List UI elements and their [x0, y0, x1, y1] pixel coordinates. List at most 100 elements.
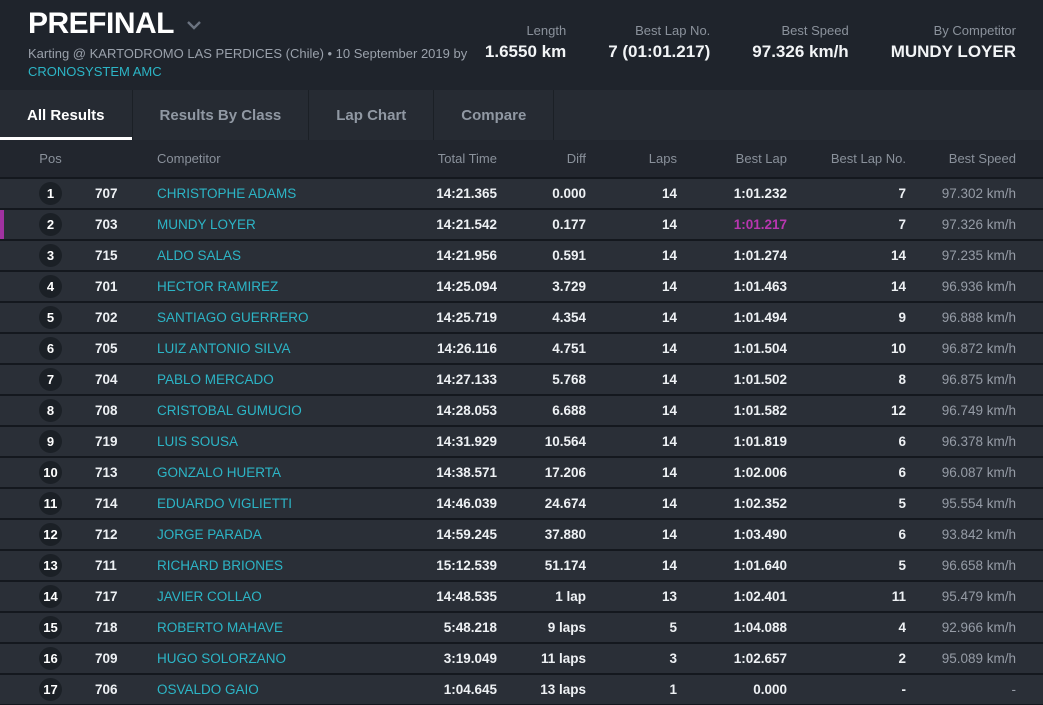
position-badge: 11 — [39, 492, 62, 515]
competitor-link[interactable]: OSVALDO GAIO — [157, 682, 259, 697]
tab-compare[interactable]: Compare — [434, 90, 555, 140]
best-lap-no-value: 12 — [890, 403, 906, 418]
position-badge: 17 — [39, 678, 62, 701]
diff-value: 0.000 — [552, 186, 586, 201]
pos-cell: 4 — [0, 275, 75, 298]
best-lap-value: 1:03.490 — [733, 527, 787, 542]
best-speed-value: 96.087 km/h — [941, 465, 1016, 480]
competitor-link[interactable]: RICHARD BRIONES — [157, 558, 284, 573]
table-row[interactable]: 4 701 HECTOR RAMIREZ 14:25.094 3.729 14 1:01.4… — [0, 272, 1043, 301]
diff-value: 10.564 — [544, 434, 586, 449]
tab-lap-chart[interactable]: Lap Chart — [309, 90, 435, 140]
competitor-link[interactable]: PABLO MERCADO — [157, 372, 274, 387]
competitor-link[interactable]: MUNDY LOYER — [157, 217, 256, 232]
table-row[interactable]: 7 704 PABLO MERCADO 14:27.133 5.768 14 1:01.50… — [0, 365, 1043, 394]
kart-number: 711 — [95, 558, 117, 573]
best-lap-no-value: 8 — [898, 372, 906, 387]
diff-value: 13 laps — [540, 682, 586, 697]
best-lap-value: 1:01.494 — [733, 310, 787, 325]
position-badge: 15 — [39, 616, 62, 639]
table-row[interactable]: 15 718 ROBERTO MAHAVE 5:48.218 9 laps 5 1:04.0… — [0, 613, 1043, 642]
competitor-link[interactable]: GONZALO HUERTA — [157, 465, 282, 480]
best-lap-value: 1:02.006 — [733, 465, 787, 480]
table-row[interactable]: 11 714 EDUARDO VIGLIETTI 14:46.039 24.674 14 1… — [0, 489, 1043, 518]
competitor-link[interactable]: JAVIER COLLAO — [157, 589, 262, 604]
organizer-link[interactable]: CRONOSYSTEM AMC — [28, 64, 162, 79]
kart-number: 709 — [95, 651, 118, 666]
table-row[interactable]: 12 712 JORGE PARADA 14:59.245 37.880 14 1:03.4… — [0, 520, 1043, 549]
competitor-link[interactable]: ALDO SALAS — [157, 248, 242, 263]
total-time: 14:21.365 — [436, 186, 497, 201]
competitor-link[interactable]: JORGE PARADA — [157, 527, 262, 542]
best-speed-value: 95.089 km/h — [941, 651, 1016, 666]
laps-value: 14 — [661, 279, 677, 294]
best-speed-value: 97.235 km/h — [941, 248, 1016, 263]
pos-cell: 2 — [0, 213, 75, 236]
competitor-link[interactable]: HECTOR RAMIREZ — [157, 279, 279, 294]
best-lap-no-value: 14 — [890, 248, 906, 263]
page-header: PREFINAL Karting @ KARTODROMO LAS PERDIC… — [0, 0, 1043, 90]
competitor-link[interactable]: HUGO SOLORZANO — [157, 651, 287, 666]
tab-results-by-class[interactable]: Results By Class — [133, 90, 310, 140]
best-lap-no-value: - — [901, 682, 907, 697]
diff-value: 11 laps — [540, 651, 586, 666]
best-lap-no-value: 2 — [898, 651, 906, 666]
table-row[interactable]: 17 706 OSVALDO GAIO 1:04.645 13 laps 1 0.000 - - — [0, 675, 1043, 704]
kart-number: 706 — [95, 682, 118, 697]
best-lap-no-value: 5 — [898, 558, 906, 573]
tab-all-results[interactable]: All Results — [0, 90, 133, 140]
column-laps: Laps — [648, 151, 677, 166]
total-time: 14:48.535 — [436, 589, 497, 604]
position-badge: 9 — [39, 430, 62, 453]
pos-cell: 16 — [0, 647, 75, 670]
laps-value: 14 — [661, 558, 677, 573]
column-best-lap: Best Lap — [735, 151, 787, 166]
pos-cell: 9 — [0, 430, 75, 453]
table-row[interactable]: 9 719 LUIS SOUSA 14:31.929 10.564 14 1:01.819 6… — [0, 427, 1043, 456]
best-lap-no-value: 6 — [898, 465, 906, 480]
competitor-link[interactable]: CRISTOBAL GUMUCIO — [157, 403, 302, 418]
position-badge: 5 — [39, 306, 62, 329]
diff-value: 9 laps — [547, 620, 586, 635]
diff-value: 6.688 — [552, 403, 586, 418]
table-row[interactable]: 1 707 CHRISTOPHE ADAMS 14:21.365 0.000 14 1:01… — [0, 179, 1043, 208]
competitor-link[interactable]: EDUARDO VIGLIETTI — [157, 496, 293, 511]
best-lap-no-value: 6 — [898, 434, 906, 449]
competitor-link[interactable]: LUIZ ANTONIO SILVA — [157, 341, 291, 356]
table-row[interactable]: 10 713 GONZALO HUERTA 14:38.571 17.206 14 1:02… — [0, 458, 1043, 487]
best-lap-value: 1:02.401 — [733, 589, 787, 604]
competitor-link[interactable]: ROBERTO MAHAVE — [157, 620, 284, 635]
best-lap-value: 1:01.502 — [733, 372, 787, 387]
table-row[interactable]: 8 708 CRISTOBAL GUMUCIO 14:28.053 6.688 14 1:0… — [0, 396, 1043, 425]
competitor-link[interactable]: SANTIAGO GUERRERO — [157, 310, 309, 325]
best-speed-value: 95.479 km/h — [941, 589, 1016, 604]
best-lap-value: 1:01.819 — [733, 434, 787, 449]
chevron-down-icon[interactable] — [186, 17, 202, 35]
laps-value: 1 — [669, 682, 677, 697]
kart-number: 712 — [95, 527, 118, 542]
diff-value: 1 lap — [555, 589, 586, 604]
pos-cell: 3 — [0, 244, 75, 267]
position-badge: 6 — [39, 337, 62, 360]
position-badge: 4 — [39, 275, 62, 298]
competitor-link[interactable]: LUIS SOUSA — [157, 434, 239, 449]
table-row[interactable]: 5 702 SANTIAGO GUERRERO 14:25.719 4.354 14 1:0… — [0, 303, 1043, 332]
best-speed-value: 96.658 km/h — [941, 558, 1016, 573]
table-row[interactable]: 14 717 JAVIER COLLAO 14:48.535 1 lap 13 1:02.4… — [0, 582, 1043, 611]
table-row[interactable]: 16 709 HUGO SOLORZANO 3:19.049 11 laps 3 1:02.… — [0, 644, 1043, 673]
total-time: 1:04.645 — [443, 682, 497, 697]
kart-number: 708 — [95, 403, 118, 418]
stat-value: MUNDY LOYER — [890, 42, 1016, 61]
laps-value: 14 — [661, 403, 677, 418]
table-row[interactable]: 3 715 ALDO SALAS 14:21.956 0.591 14 1:01.274 14… — [0, 241, 1043, 270]
diff-value: 0.177 — [552, 217, 586, 232]
best-speed-value: 96.936 km/h — [941, 279, 1016, 294]
event-info: PREFINAL Karting @ KARTODROMO LAS PERDIC… — [28, 0, 467, 90]
laps-value: 14 — [661, 341, 677, 356]
competitor-link[interactable]: CHRISTOPHE ADAMS — [157, 186, 297, 201]
table-row[interactable]: 2 703 MUNDY LOYER 14:21.542 0.177 14 1:01.217 7… — [0, 210, 1043, 239]
table-row[interactable]: 6 705 LUIZ ANTONIO SILVA 14:26.116 4.751 14 1:… — [0, 334, 1043, 363]
table-row[interactable]: 13 711 RICHARD BRIONES 15:12.539 51.174 14 1:0… — [0, 551, 1043, 580]
laps-value: 14 — [661, 496, 677, 511]
